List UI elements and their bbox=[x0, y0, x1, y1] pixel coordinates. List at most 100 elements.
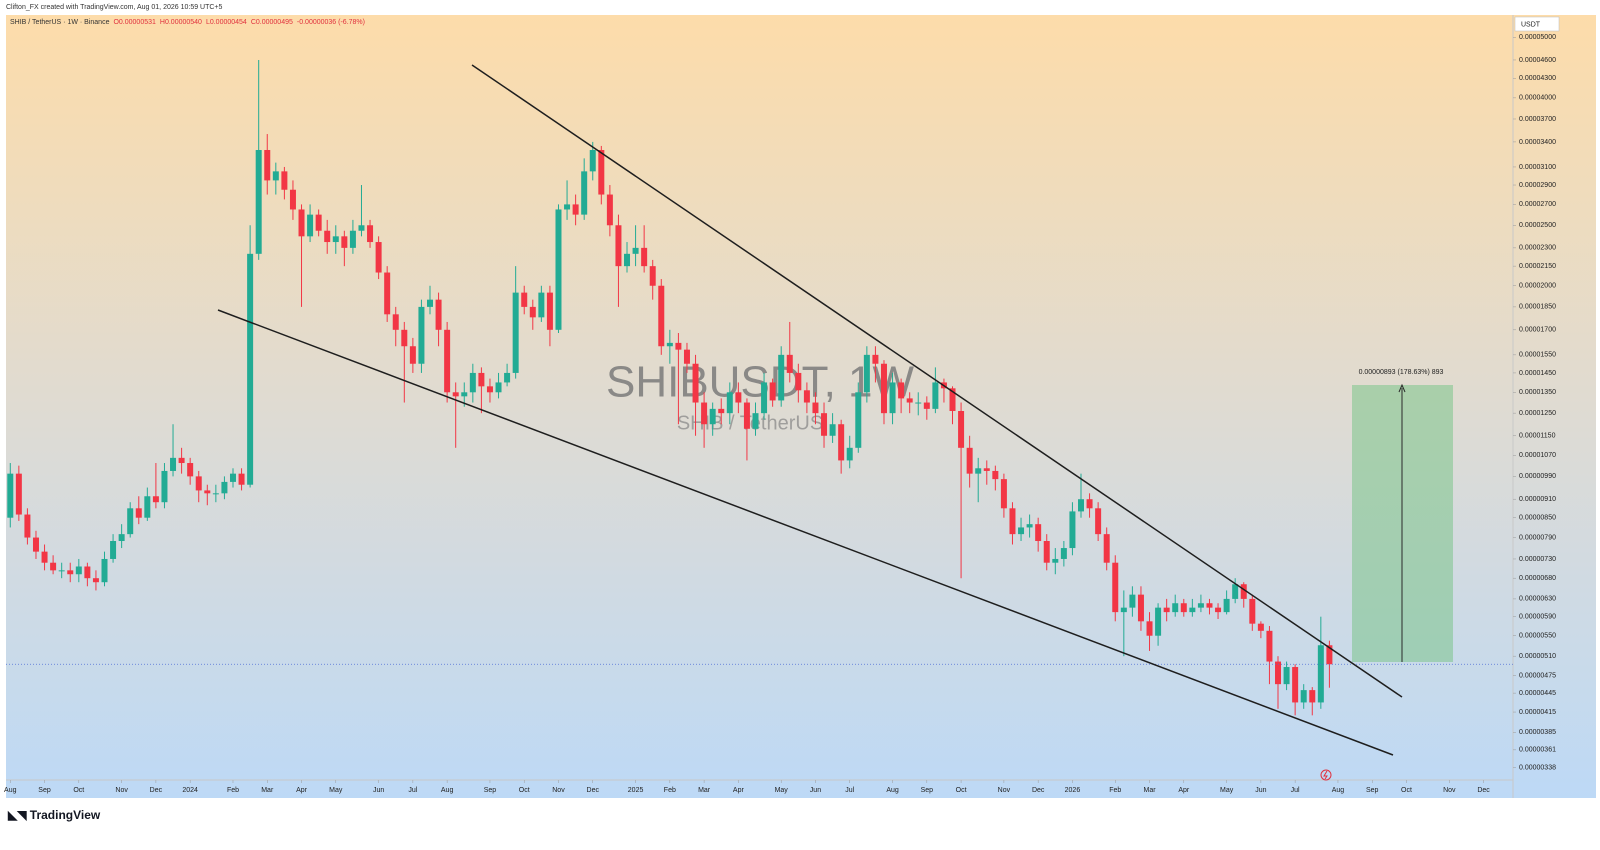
candle-body bbox=[906, 398, 913, 403]
y-tick-label: 0.00000475 bbox=[1519, 672, 1556, 679]
watermark-symbol: SHIBUSDT, 1W bbox=[606, 358, 915, 407]
event-icon[interactable] bbox=[1320, 769, 1332, 781]
credit: Clifton_FX created with TradingView.com,… bbox=[6, 4, 223, 11]
x-tick-label: Mar bbox=[1143, 787, 1156, 794]
y-tick-label: 0.00001700 bbox=[1519, 327, 1556, 334]
candle-body bbox=[666, 342, 673, 347]
y-tick-label: 0.00004300 bbox=[1519, 75, 1556, 82]
x-tick-label: Jun bbox=[1255, 787, 1266, 794]
x-tick-label: Feb bbox=[227, 787, 239, 794]
chart-background bbox=[6, 15, 1596, 798]
high-label: H0.00000540 bbox=[159, 19, 202, 26]
candle-body bbox=[975, 468, 982, 474]
y-tick-label: 0.00002300 bbox=[1519, 245, 1556, 252]
x-tick-label: Oct bbox=[1401, 787, 1412, 794]
candle-body bbox=[289, 189, 296, 210]
brand-mark: ◣◥ bbox=[8, 808, 30, 822]
candle-body bbox=[418, 306, 425, 364]
candle-body bbox=[1249, 598, 1256, 624]
candle-body bbox=[795, 372, 802, 391]
candle-body bbox=[923, 402, 930, 409]
candle-body bbox=[486, 386, 493, 393]
watermark-name: SHIB / TetherUS bbox=[677, 412, 823, 434]
close-label: C0.00000495 bbox=[250, 19, 293, 26]
candle-body bbox=[932, 382, 939, 409]
candle-body bbox=[615, 225, 622, 267]
candle-body bbox=[1018, 527, 1025, 535]
x-tick-label: Dec bbox=[587, 787, 600, 794]
y-tick-label: 0.00003700 bbox=[1519, 116, 1556, 123]
candle-body bbox=[658, 285, 665, 347]
x-tick-label: Feb bbox=[1109, 787, 1121, 794]
candle-body bbox=[444, 329, 451, 393]
candle-body bbox=[298, 209, 305, 237]
x-tick-label: May bbox=[329, 787, 343, 794]
y-tick-label: 0.00000415 bbox=[1519, 709, 1556, 716]
candle-body bbox=[247, 253, 254, 485]
x-tick-label: Apr bbox=[1178, 787, 1190, 794]
candle-body bbox=[838, 424, 845, 461]
candle-body bbox=[1000, 479, 1007, 509]
x-tick-label: Sep bbox=[921, 787, 934, 794]
candle-body bbox=[1300, 690, 1307, 703]
candle-body bbox=[195, 476, 202, 491]
candle-body bbox=[24, 514, 31, 538]
candle-body bbox=[41, 551, 48, 563]
candle-body bbox=[84, 566, 91, 579]
x-tick-label: Mar bbox=[698, 787, 711, 794]
y-tick-label: 0.00000990 bbox=[1519, 473, 1556, 480]
candle-body bbox=[778, 354, 785, 401]
candle-body bbox=[1129, 594, 1136, 608]
candle-body bbox=[829, 424, 836, 436]
candle-body bbox=[786, 354, 793, 373]
candle-body bbox=[949, 388, 956, 412]
x-tick-label: Dec bbox=[1477, 787, 1490, 794]
candle-body bbox=[564, 204, 571, 210]
symbol-legend: SHIB / TetherUS · 1W · Binance O0.0000053… bbox=[10, 19, 369, 26]
y-tick-label: 0.00000850 bbox=[1519, 515, 1556, 522]
candle-body bbox=[1052, 558, 1059, 563]
y-tick-label: 0.00000361 bbox=[1519, 747, 1556, 754]
candle-body bbox=[212, 493, 219, 495]
candle-body bbox=[1206, 603, 1213, 608]
candle-body bbox=[958, 411, 965, 448]
candle-body bbox=[1086, 499, 1093, 509]
candle-body bbox=[915, 402, 922, 404]
candle-body bbox=[495, 382, 502, 393]
y-tick-label: 0.00002500 bbox=[1519, 222, 1556, 229]
brand-text: TradingView bbox=[29, 808, 101, 822]
candle-body bbox=[401, 329, 408, 347]
x-tick-label: Dec bbox=[150, 787, 163, 794]
candle-body bbox=[855, 392, 862, 448]
y-tick-label: 0.00000790 bbox=[1519, 534, 1556, 541]
candle-body bbox=[1240, 584, 1247, 599]
candle-body bbox=[632, 247, 639, 254]
y-tick-label: 0.00001450 bbox=[1519, 370, 1556, 377]
candle-body bbox=[367, 225, 374, 243]
x-tick-label: Mar bbox=[261, 787, 274, 794]
candle-body bbox=[358, 225, 365, 231]
currency-box[interactable] bbox=[1514, 16, 1560, 32]
candle-body bbox=[435, 299, 442, 330]
brand-logo[interactable]: ◣◥ TradingView bbox=[8, 808, 100, 822]
x-tick-label: Apr bbox=[733, 787, 745, 794]
x-tick-label: Feb bbox=[664, 787, 676, 794]
y-tick-label: 0.00003100 bbox=[1519, 164, 1556, 171]
x-tick-label: Oct bbox=[956, 787, 967, 794]
candle-body bbox=[512, 292, 519, 373]
candle-body bbox=[872, 354, 879, 364]
candle-body bbox=[58, 570, 65, 572]
upper-trendline bbox=[471, 64, 1403, 698]
candle-body bbox=[589, 150, 596, 172]
y-tick-label: 0.00000550 bbox=[1519, 633, 1556, 640]
candle-body bbox=[349, 230, 356, 248]
candle-body bbox=[1292, 667, 1299, 703]
y-tick-label: 0.00000680 bbox=[1519, 575, 1556, 582]
x-tick-label: Sep bbox=[38, 787, 51, 794]
candle-body bbox=[204, 490, 211, 494]
candle-body bbox=[32, 537, 39, 552]
y-tick-label: 0.00000338 bbox=[1519, 765, 1556, 772]
candle-body bbox=[1077, 499, 1084, 512]
x-tick-label: Apr bbox=[296, 787, 308, 794]
candle-body bbox=[1120, 607, 1127, 613]
